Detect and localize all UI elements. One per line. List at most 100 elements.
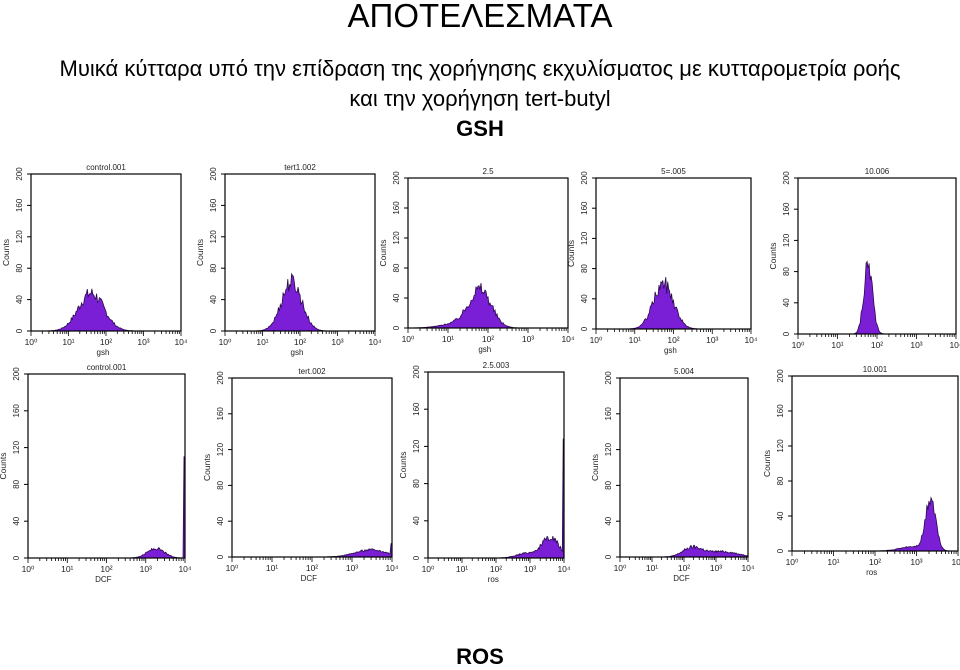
y-tick-label: 80 xyxy=(216,480,225,489)
y-tick-label: 80 xyxy=(580,264,589,273)
x-tick-label: 10⁰ xyxy=(614,563,627,573)
x-tick-label: 10¹ xyxy=(442,334,454,344)
x-tick-label: 10⁰ xyxy=(25,337,38,347)
y-tick-label: 160 xyxy=(12,404,21,418)
x-tick-label: 10³ xyxy=(140,564,152,574)
y-tick-label: 160 xyxy=(412,402,421,416)
y-tick-label: 120 xyxy=(782,233,791,247)
histogram-area xyxy=(798,260,956,335)
plot-frame xyxy=(231,377,393,558)
x-tick-label: 10³ xyxy=(910,340,922,350)
histogram-area xyxy=(232,543,393,558)
x-axis-label: ros xyxy=(866,568,877,577)
x-tick-label: 10⁰ xyxy=(402,334,415,344)
y-tick-label: 120 xyxy=(15,230,24,244)
plot-frame xyxy=(427,371,565,559)
x-tick-label: 10⁰ xyxy=(219,337,232,347)
x-tick-label: 10¹ xyxy=(266,563,278,573)
y-axis-label: Counts xyxy=(378,240,388,267)
plot-frame xyxy=(27,373,186,559)
x-tick-label: 10⁴ xyxy=(368,337,381,347)
y-tick-label: 200 xyxy=(776,369,785,383)
y-tick-label: 160 xyxy=(580,201,589,215)
panel-title: 2.5.003 xyxy=(483,361,510,370)
x-tick-label: 10⁰ xyxy=(786,557,799,567)
y-tick-label: 200 xyxy=(12,367,21,381)
histogram-area xyxy=(620,544,749,558)
y-tick-label: 200 xyxy=(15,167,24,181)
y-axis-label: Counts xyxy=(566,240,576,267)
x-tick-label: 10¹ xyxy=(256,337,268,347)
y-tick-label: 0 xyxy=(776,548,785,553)
y-tick-label: 160 xyxy=(15,198,24,212)
x-tick-label: 10² xyxy=(306,563,318,573)
x-tick-label: 10² xyxy=(678,563,690,573)
y-tick-label: 40 xyxy=(12,516,21,525)
x-tick-label: 10² xyxy=(871,340,883,350)
x-tick-label: 10³ xyxy=(706,335,718,345)
subtitle-line-1: Μυικά κύτταρα υπό την επίδραση της χορήγ… xyxy=(59,56,901,81)
y-tick-label: 40 xyxy=(580,294,589,303)
histogram-area xyxy=(792,496,958,552)
y-tick-label: 40 xyxy=(782,298,791,307)
histogram-panel-2: 0 40 80 120 160 200 Counts 10⁰ 10¹ 10² 10³ 10⁴ gsh te… xyxy=(195,163,382,357)
y-tick-label: 80 xyxy=(604,480,613,489)
section-label-gsh: GSH xyxy=(456,116,504,141)
y-tick-label: 120 xyxy=(604,442,613,456)
y-tick-label: 80 xyxy=(15,263,24,272)
y-axis-label: Counts xyxy=(398,452,408,479)
x-tick-label: 10³ xyxy=(910,557,922,567)
x-tick-label: 10² xyxy=(294,337,306,347)
y-tick-label: 80 xyxy=(782,267,791,276)
y-tick-label: 120 xyxy=(12,440,21,454)
x-tick-label: 10⁰ xyxy=(792,340,805,350)
x-tick-label: 10⁰ xyxy=(226,563,239,573)
y-tick-label: 160 xyxy=(216,407,225,421)
x-tick-label: 10⁴ xyxy=(174,337,187,347)
panel-title: tert.002 xyxy=(298,367,326,376)
x-tick-label: 10¹ xyxy=(827,557,839,567)
panel-title: control.001 xyxy=(86,163,126,172)
y-tick-label: 0 xyxy=(216,554,225,559)
histogram-panel-9: 0 40 80 120 160 200 Counts 10⁰ 10¹ 10² 10³ 10⁴ DCF 5.… xyxy=(590,367,755,583)
page-title: ΑΠΟΤΕΛΕΣΜΑΤΑ xyxy=(347,0,613,34)
x-tick-label: 10⁰ xyxy=(422,564,435,574)
x-axis-label: gsh xyxy=(97,348,110,357)
x-tick-label: 10⁴ xyxy=(178,564,191,574)
y-tick-label: 0 xyxy=(12,555,21,560)
y-tick-label: 0 xyxy=(412,555,421,560)
x-tick-label: 10³ xyxy=(137,337,149,347)
plot-frame xyxy=(797,177,957,335)
y-axis-label: Counts xyxy=(1,239,11,266)
x-tick-label: 10⁴ xyxy=(557,564,570,574)
x-tick-label: 10⁴ xyxy=(949,340,960,350)
y-tick-label: 0 xyxy=(782,331,791,336)
histogram-area xyxy=(407,282,568,329)
x-tick-label: 10³ xyxy=(522,334,534,344)
y-tick-label: 120 xyxy=(209,230,218,244)
x-tick-label: 10¹ xyxy=(646,563,658,573)
y-tick-label: 200 xyxy=(412,365,421,379)
y-tick-label: 200 xyxy=(392,171,401,185)
y-tick-label: 200 xyxy=(604,371,613,385)
panel-title: control.001 xyxy=(87,363,127,372)
x-tick-label: 10³ xyxy=(710,563,722,573)
y-tick-label: 40 xyxy=(209,295,218,304)
y-axis-label: Counts xyxy=(768,243,778,270)
histogram-panel-7: 0 40 80 120 160 200 Counts 10⁰ 10¹ 10² 10³ 10⁴ DCF te… xyxy=(202,367,399,583)
y-tick-label: 160 xyxy=(392,201,401,215)
y-tick-label: 120 xyxy=(412,439,421,453)
y-tick-label: 0 xyxy=(392,325,401,330)
y-tick-label: 40 xyxy=(604,516,613,525)
y-tick-label: 80 xyxy=(412,479,421,488)
x-tick-label: 10³ xyxy=(331,337,343,347)
y-tick-label: 120 xyxy=(776,439,785,453)
y-tick-label: 160 xyxy=(776,404,785,418)
y-tick-label: 80 xyxy=(12,479,21,488)
panel-title: 2.5 xyxy=(482,167,494,176)
histogram-panel-6: 0 40 80 120 160 200 Counts 10⁰ 10¹ 10² 10³ 10⁴ DCF co… xyxy=(0,363,192,584)
histogram-panel-5: 0 40 80 120 160 200 Counts 10⁰ 10¹ 10² 10³ 10⁴ 10.00… xyxy=(768,167,960,350)
plot-frame xyxy=(30,173,182,332)
x-tick-label: 10¹ xyxy=(61,564,73,574)
x-tick-label: 10⁴ xyxy=(744,335,757,345)
